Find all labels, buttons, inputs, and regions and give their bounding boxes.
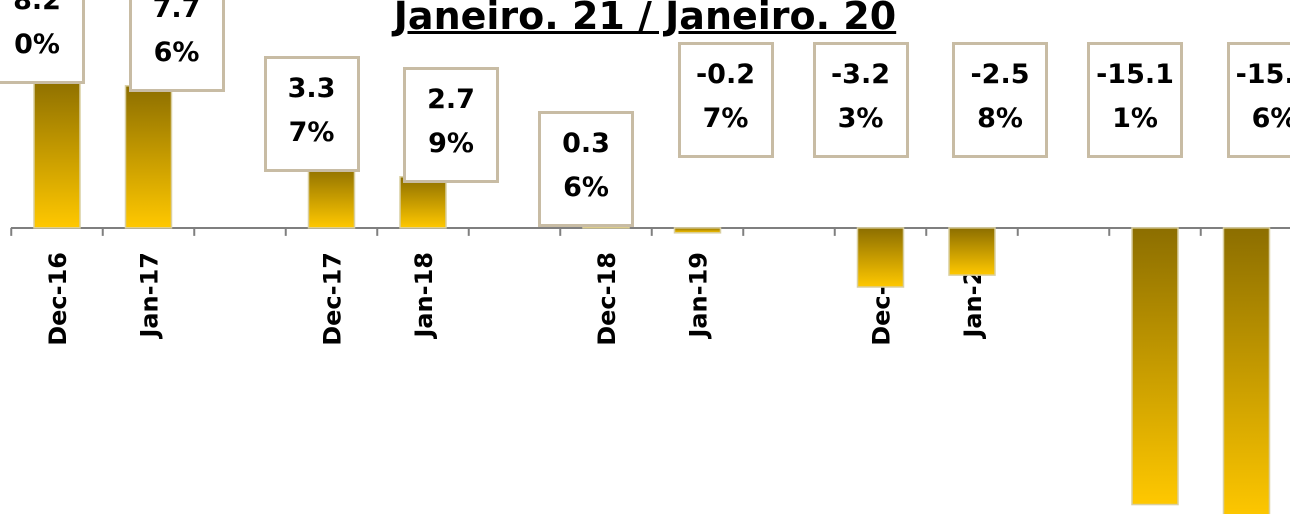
bar	[124, 85, 173, 229]
bar	[948, 227, 996, 276]
bar	[856, 227, 905, 288]
x-tick-label: Dec-18	[593, 252, 621, 346]
data-label: -15.96%	[1226, 42, 1290, 158]
chart-title: Janeiro. 21 / Janeiro. 20	[393, 0, 897, 38]
data-label: 7.76%	[128, 0, 225, 92]
data-label: 0.36%	[538, 111, 634, 228]
data-label: 2.79%	[403, 66, 499, 183]
x-tick-label: Dec-16	[44, 252, 72, 346]
bar	[307, 165, 356, 229]
x-tick-label: Dec-17	[319, 252, 347, 346]
data-label: 3.37%	[263, 56, 360, 173]
data-label: -0.27%	[677, 42, 774, 158]
x-tick-label: Jan-17	[136, 252, 164, 340]
data-label: 8.20%	[0, 0, 85, 84]
x-tick-label: Jan-19	[685, 252, 713, 340]
bar	[673, 227, 722, 234]
bar	[399, 176, 447, 229]
bar	[33, 76, 81, 229]
bar	[1131, 227, 1179, 506]
data-label: -3.23%	[812, 42, 909, 158]
data-label: -2.58%	[952, 42, 1048, 158]
data-label: -15.11%	[1087, 42, 1183, 158]
bar	[1222, 227, 1271, 514]
x-tick-label: Jan-18	[410, 252, 438, 340]
